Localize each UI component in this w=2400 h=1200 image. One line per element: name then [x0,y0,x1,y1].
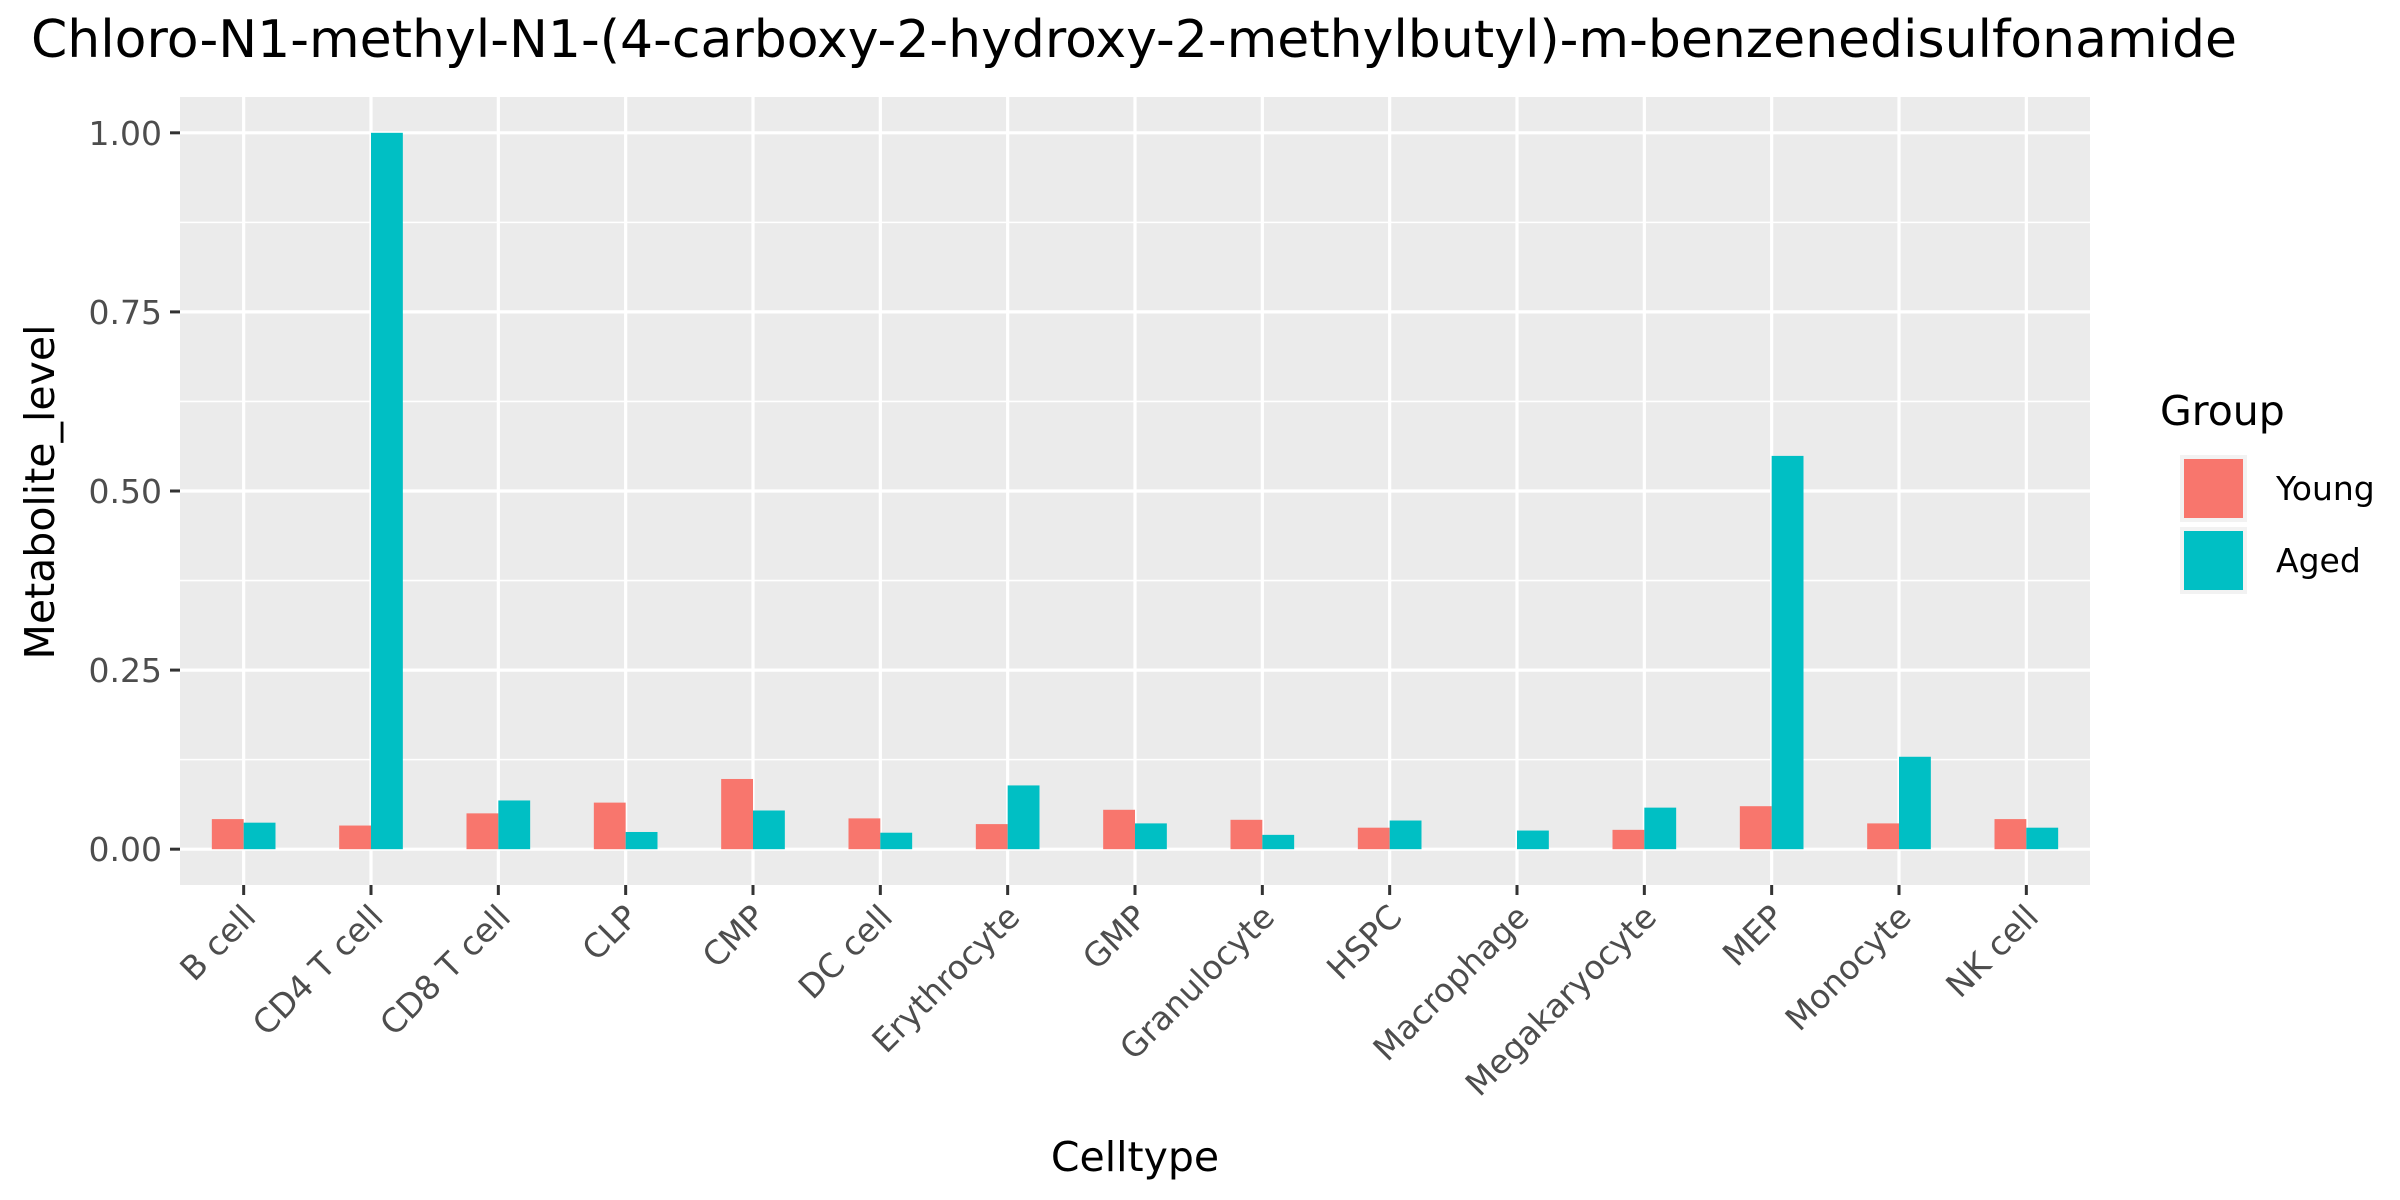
chart-title: Chloro-N1-methyl-N1-(4-carboxy-2-hydroxy… [31,10,2237,70]
bar-aged-cd8-t-cell [498,800,531,850]
bar-young-granulocyte [1230,819,1263,850]
bar-aged-erythrocyte [1007,785,1040,850]
x-tick-label: DC cell [791,897,900,1006]
x-axis-title: Celltype [1051,1133,1219,1181]
bar-young-monocyte [1867,823,1899,850]
bar-aged-nk-cell [2026,827,2059,850]
legend: Group Young Aged [2160,387,2375,594]
bar-aged-granulocyte [1262,834,1295,850]
legend-key-aged [2184,531,2243,590]
x-tick-label: CMP [695,897,773,975]
y-tick-label: 0.00 [89,830,162,869]
x-tick-label: B cell [172,897,263,988]
x-tick-label: MEP [1715,897,1792,974]
x-tick-label: Monocyte [1777,897,1918,1038]
bar-aged-macrophage [1517,830,1549,850]
y-axis-title: Metabolite_level [16,325,64,660]
bar-young-b-cell [211,819,244,850]
bar-aged-megakaryocyte [1644,807,1677,850]
bar-aged-mep [1771,455,1804,850]
bar-aged-cmp [753,810,785,850]
bar-young-dc-cell [848,818,881,850]
x-tick-label: CD8 T cell [372,897,518,1043]
bar-young-mep [1739,806,1772,850]
bar-aged-cd4-t-cell [371,132,403,850]
x-tick-label: CLP [574,897,645,968]
bar-young-erythrocyte [975,824,1008,850]
legend-label-aged: Aged [2276,541,2361,580]
bar-aged-monocyte [1899,756,1931,850]
x-tick-label: CD4 T cell [245,897,391,1043]
bar-aged-gmp [1135,823,1167,850]
y-tick-label: 1.00 [89,114,162,153]
legend-key-young [2184,459,2243,518]
x-tick-label: NK cell [1938,897,2046,1005]
bar-young-nk-cell [1994,819,2027,850]
y-tick-label: 0.25 [89,651,162,690]
bar-aged-b-cell [243,822,276,850]
bar-aged-clp [625,831,658,850]
bar-aged-dc-cell [880,832,913,850]
bar-young-hspc [1357,827,1390,850]
x-tick-label: HSPC [1319,897,1409,987]
legend-title: Group [2160,387,2285,435]
x-tick-label: GMP [1075,897,1155,977]
bar-young-cd8-t-cell [466,813,499,850]
bar-young-clp [593,802,626,850]
bar-young-cmp [721,778,753,850]
bar-young-gmp [1103,809,1135,850]
y-axis: 0.00 0.25 0.50 0.75 1.00 [89,114,180,869]
bars-layer [211,132,2059,850]
bar-young-megakaryocyte [1612,829,1645,850]
y-tick-label: 0.75 [89,293,162,332]
bar-young-cd4-t-cell [339,825,371,850]
bar-aged-hspc [1389,820,1422,850]
legend-label-young: Young [2275,469,2375,508]
y-tick-label: 0.50 [89,472,162,511]
